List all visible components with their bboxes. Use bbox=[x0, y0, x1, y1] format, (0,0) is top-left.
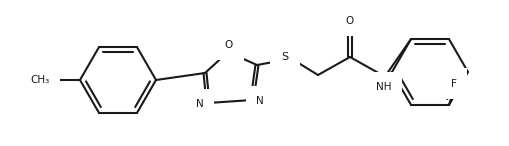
Text: N: N bbox=[196, 99, 204, 109]
Text: NH: NH bbox=[376, 82, 391, 92]
Text: N: N bbox=[256, 96, 263, 106]
Text: O: O bbox=[224, 40, 233, 50]
Text: F: F bbox=[450, 79, 456, 89]
Text: O: O bbox=[345, 16, 353, 26]
Text: S: S bbox=[281, 52, 288, 62]
Text: CH₃: CH₃ bbox=[31, 75, 50, 85]
